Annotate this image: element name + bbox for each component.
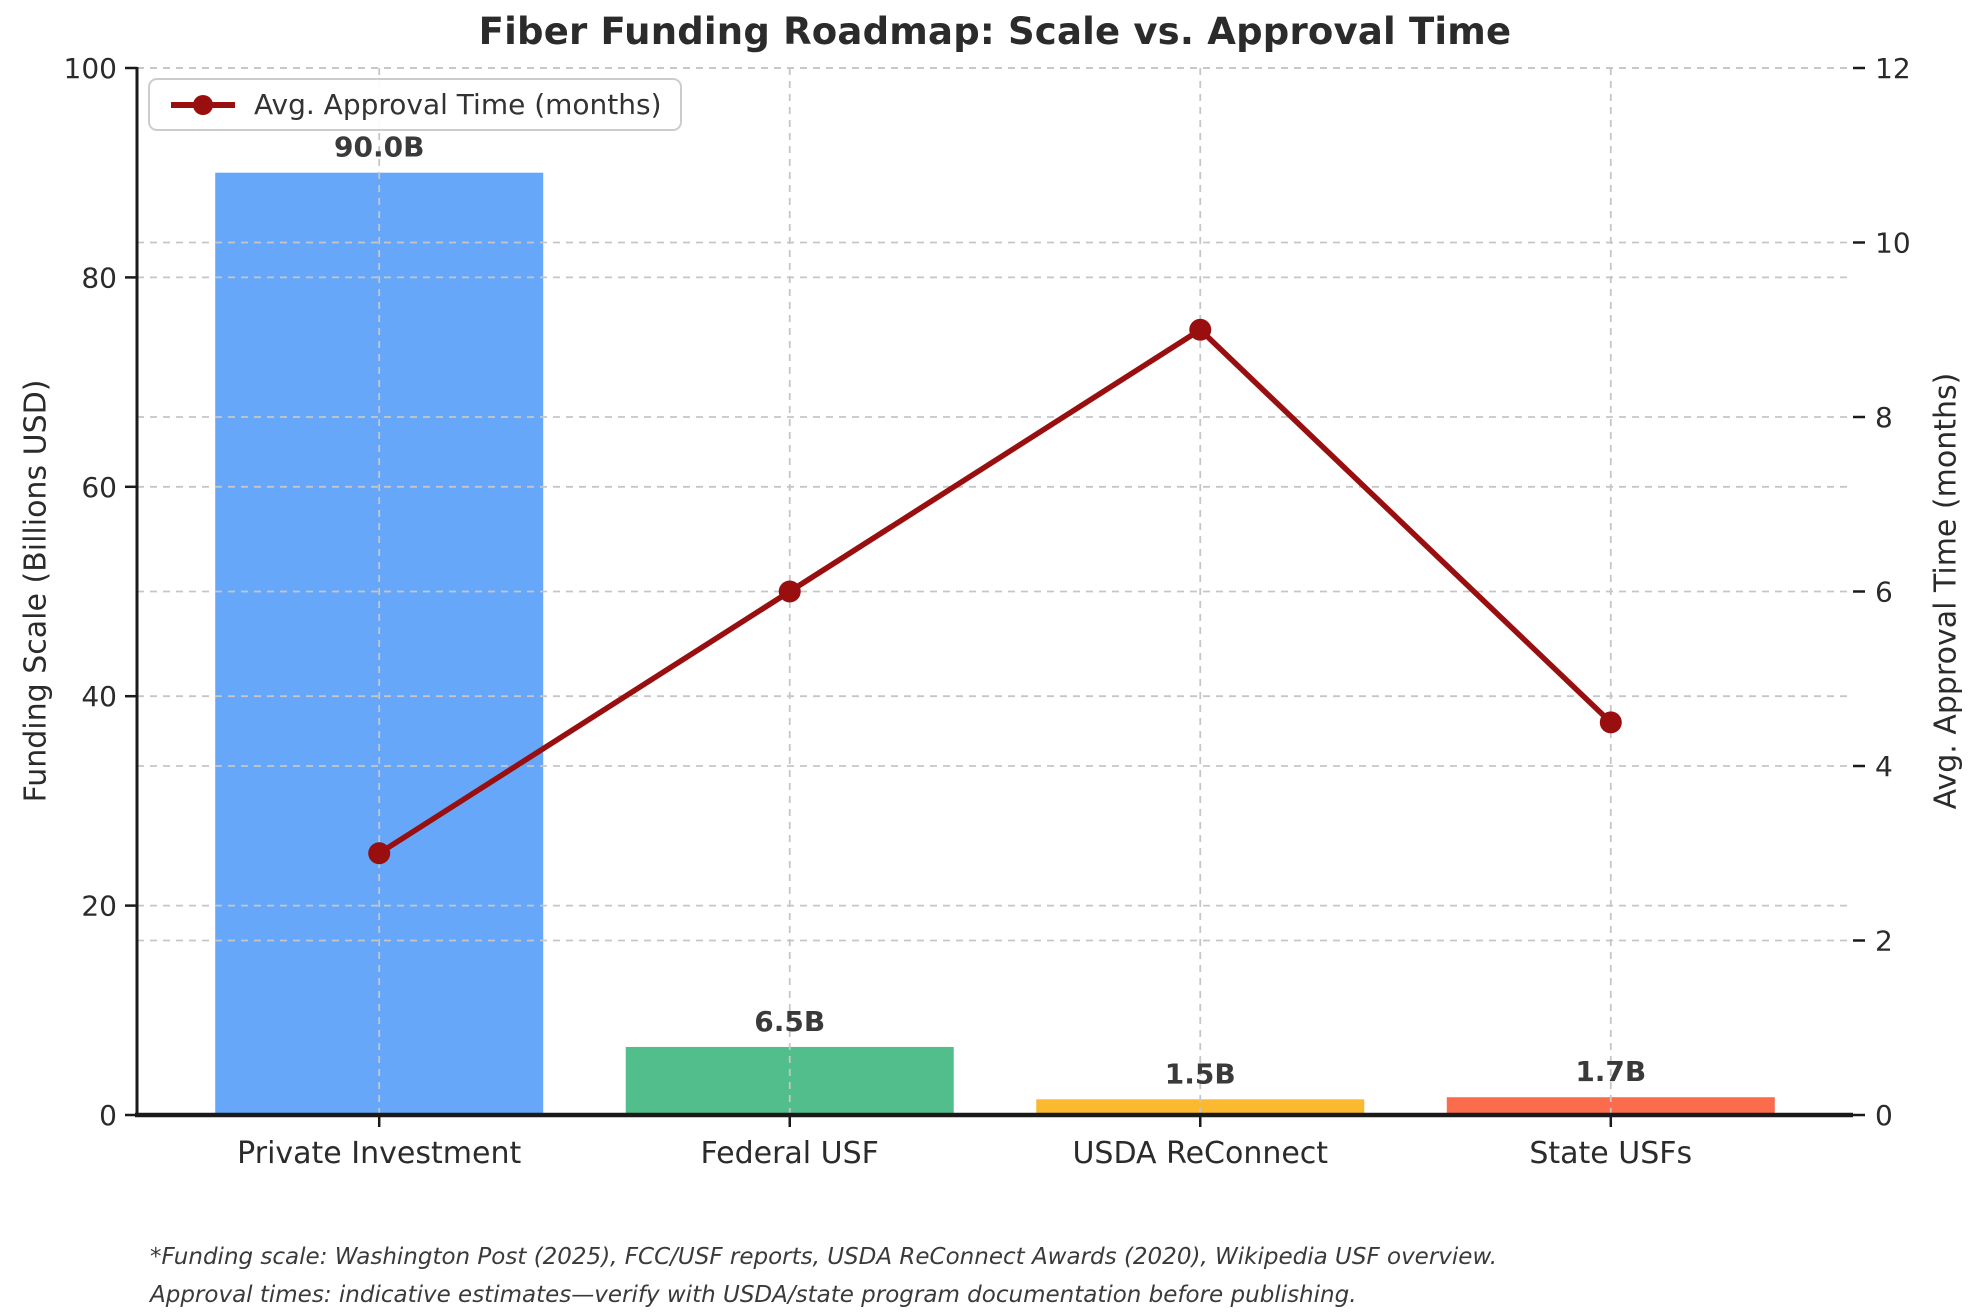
approval-time-marker-state-usfs (1599, 711, 1622, 734)
left-tick-label-40: 40 (81, 680, 117, 713)
left-tick-label-100: 100 (64, 52, 117, 85)
bar-state-usfs (1446, 1097, 1775, 1115)
left-tick-label-60: 60 (81, 471, 117, 504)
source-footnote: *Funding scale: Washington Post (2025), … (150, 1238, 1497, 1314)
bar-label-private-investment: 90.0B (334, 131, 424, 164)
approval-time-marker-private-investment (368, 842, 391, 865)
right-tick-label-8: 8 (1875, 401, 1893, 434)
bar-label-usda-reconnect: 1.5B (1165, 1057, 1236, 1090)
bar-label-federal-usf: 6.5B (754, 1005, 825, 1038)
approval-time-line (377, 326, 1613, 856)
right-tick-label-2: 2 (1875, 925, 1893, 958)
x-tick-label-state-usfs: State USFs (1529, 1136, 1692, 1171)
right-tick-label-4: 4 (1875, 750, 1893, 783)
approval-time-marker-federal-usf (778, 580, 801, 603)
left-tick-label-20: 20 (81, 890, 117, 923)
approval-time-marker-usda-reconnect (1189, 318, 1212, 341)
right-tick-label-0: 0 (1875, 1099, 1893, 1132)
legend-line-marker-icon (171, 94, 235, 115)
right-tick-label-6: 6 (1875, 576, 1893, 609)
right-tick-label-12: 12 (1875, 52, 1911, 85)
legend: Avg. Approval Time (months) (148, 78, 682, 131)
bar-usda-reconnect (1036, 1099, 1365, 1115)
footnote-line-1: *Funding scale: Washington Post (2025), … (150, 1244, 1498, 1270)
left-tick-label-0: 0 (99, 1099, 117, 1132)
bar-label-state-usfs: 1.7B (1575, 1055, 1646, 1088)
right-tick-label-10: 10 (1875, 227, 1911, 260)
x-tick-label-private-investment: Private Investment (237, 1136, 521, 1171)
right-axis-label: Avg. Approval Time (months) (1928, 372, 1964, 810)
x-tick-label-usda-reconnect: USDA ReConnect (1072, 1136, 1328, 1171)
chart-title: Fiber Funding Roadmap: Scale vs. Approva… (478, 10, 1512, 53)
legend-label: Avg. Approval Time (months) (254, 88, 662, 121)
x-tick-label-federal-usf: Federal USF (701, 1136, 879, 1171)
left-tick-label-80: 80 (81, 261, 117, 294)
footnote-line-2: Approval times: indicative estimates—ver… (150, 1282, 1357, 1308)
left-axis-label: Funding Scale (Billions USD) (18, 379, 54, 803)
